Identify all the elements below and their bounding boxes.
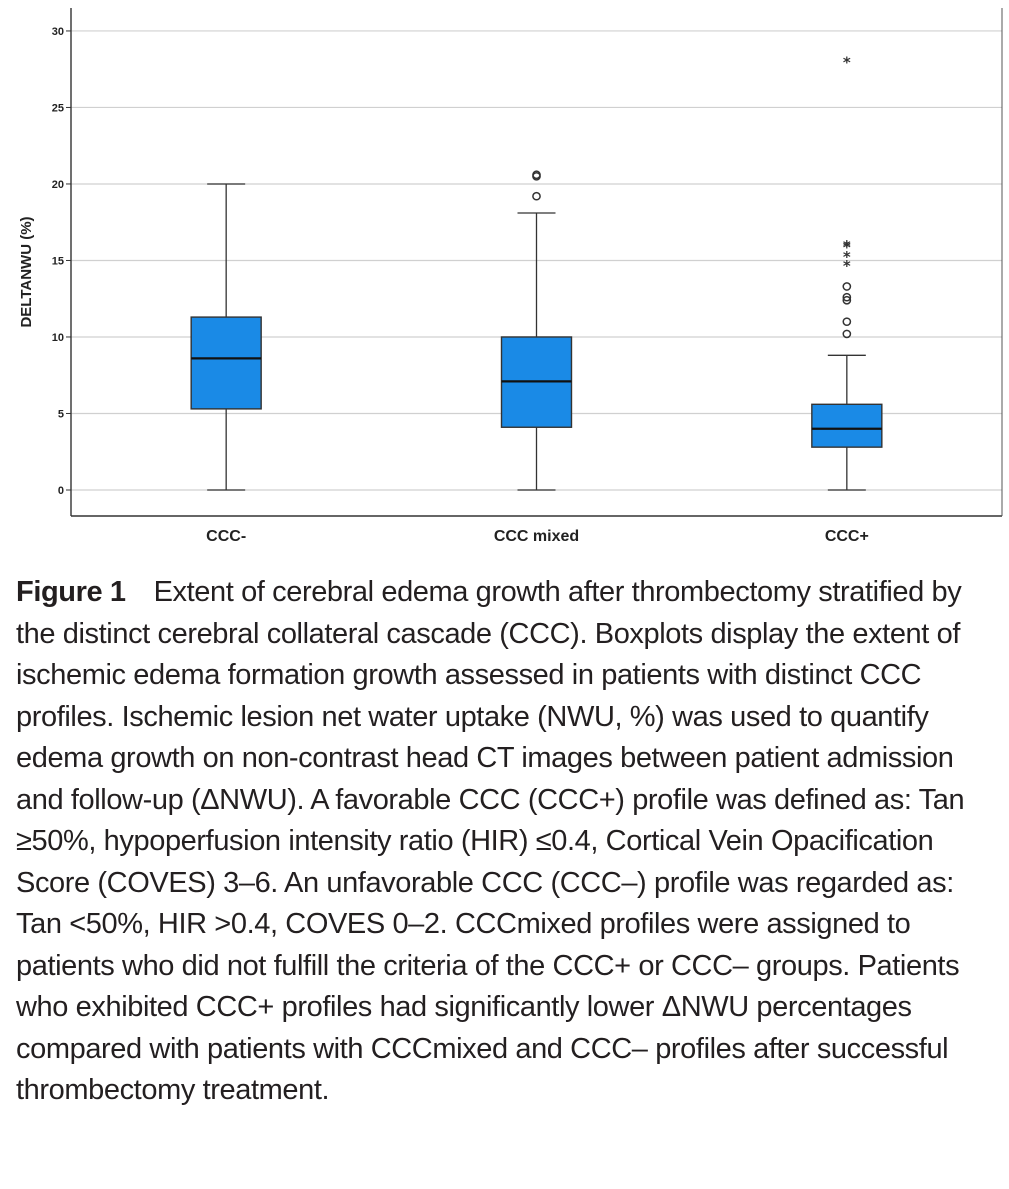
extreme-point: * xyxy=(843,54,851,72)
extreme-point: * xyxy=(843,239,851,257)
outlier-point xyxy=(532,170,541,180)
x-tick-labels: CCC- CCC mixed CCC+ xyxy=(206,528,869,545)
outlier-point xyxy=(842,317,852,327)
outlier-point xyxy=(842,295,852,305)
extreme-point: * xyxy=(843,237,851,255)
boxes: ***** xyxy=(190,54,883,491)
y-tick-label: 10 xyxy=(52,332,64,344)
y-tick-label: 30 xyxy=(52,26,64,38)
outlier-point xyxy=(842,292,852,302)
axes xyxy=(70,8,1003,517)
extreme-point: * xyxy=(843,257,851,275)
iqr-box xyxy=(811,403,883,448)
caption-text: Extent of cerebral edema growth after th… xyxy=(16,576,965,1106)
figure-caption: Figure 1 Extent of cerebral edema growth … xyxy=(16,572,1001,1112)
x-tick-label: CCC+ xyxy=(825,528,869,545)
y-tick-labels: 0 5 10 15 20 25 30 xyxy=(52,26,71,497)
x-tick-label: CCC mixed xyxy=(494,528,579,545)
x-tick-label: CCC- xyxy=(206,528,246,545)
y-axis-title: DELTANWU (%) xyxy=(18,216,35,327)
y-tick-label: 25 xyxy=(52,102,64,114)
outlier-point xyxy=(532,191,541,201)
box-group-3: ***** xyxy=(811,54,883,491)
boxplot-chart: 0 5 10 15 20 25 30 ***** CCC- CCC mixed CCC+ DEL… xyxy=(18,8,1003,545)
y-tick-label: 15 xyxy=(52,255,64,267)
outlier-point xyxy=(842,329,852,339)
extreme-point: * xyxy=(843,248,851,266)
figure-label: Figure 1 xyxy=(16,576,126,608)
iqr-box xyxy=(190,316,262,410)
box-group-2 xyxy=(500,170,573,491)
y-tick-label: 0 xyxy=(58,485,64,497)
box-group-1 xyxy=(190,183,262,491)
y-tick-label: 20 xyxy=(52,179,64,191)
y-tick-label: 5 xyxy=(58,408,64,420)
outlier-point xyxy=(842,282,852,291)
